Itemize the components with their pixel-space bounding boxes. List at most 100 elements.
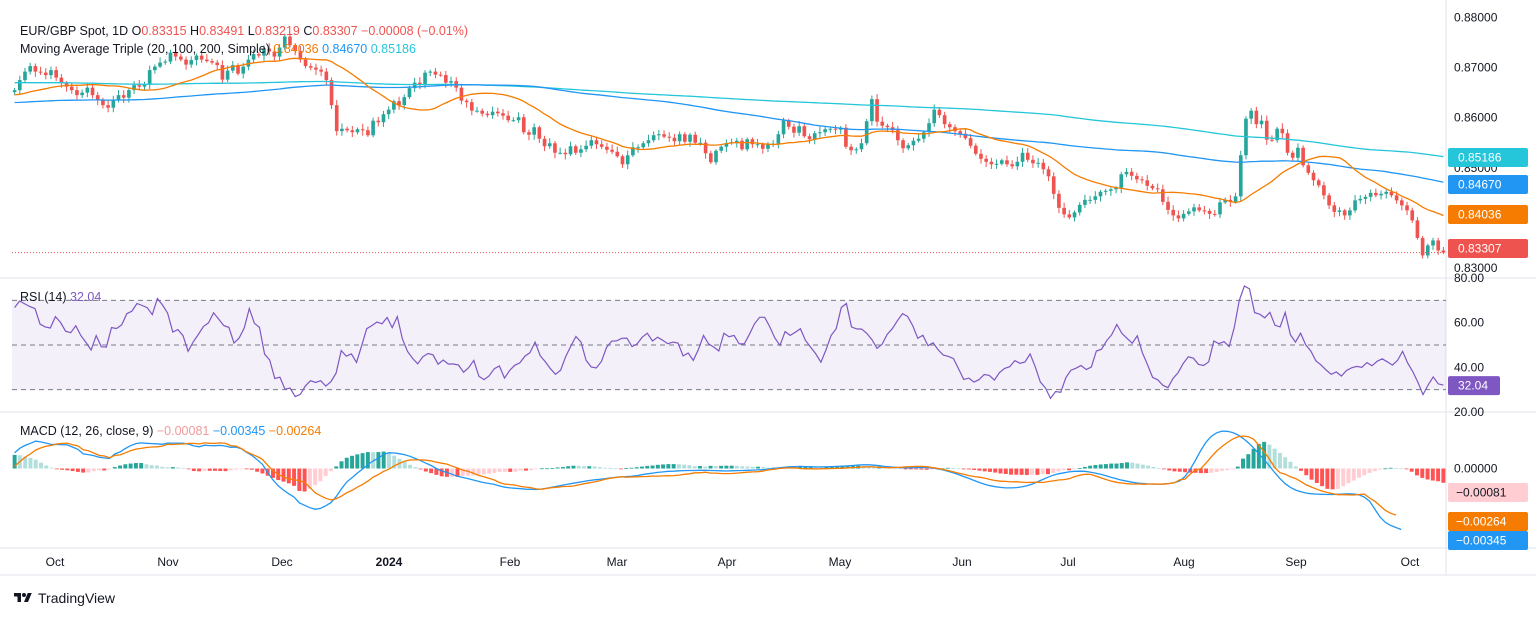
macd-histogram-bar <box>466 468 471 476</box>
macd-histogram-bar <box>571 465 576 469</box>
macd-histogram-bar <box>1230 468 1235 470</box>
candle-body <box>760 144 765 149</box>
macd-histogram-bar <box>1219 468 1224 471</box>
candle-body <box>885 125 890 128</box>
macd-histogram-bar <box>244 468 249 470</box>
candle-body <box>823 129 827 133</box>
candle-body <box>1119 174 1124 188</box>
macd-histogram-bar <box>1204 468 1209 474</box>
macd-legend: MACD (12, 26, close, 9) −0.00081 −0.0034… <box>20 424 321 438</box>
candle-body <box>1072 212 1077 218</box>
rsi-tick-label: 60.00 <box>1454 316 1484 330</box>
candle-body <box>802 126 807 137</box>
macd-histogram-bar <box>671 464 676 469</box>
candle-body <box>1311 172 1316 181</box>
candle-body <box>90 87 95 96</box>
candle-body <box>85 87 90 93</box>
ohlc-value: 0.83219 <box>255 24 304 38</box>
candle-body <box>225 70 230 80</box>
candle-body <box>54 70 58 78</box>
candle-body <box>199 55 204 60</box>
macd-histogram-bar <box>1372 468 1377 472</box>
candle-body <box>942 115 947 125</box>
macd-histogram-bar <box>191 468 196 471</box>
macd-histogram-bar <box>766 467 771 469</box>
candle-body <box>386 109 391 115</box>
tradingview-brand[interactable]: TradingView <box>12 589 115 607</box>
macd-histogram-bar <box>814 466 818 469</box>
macd-histogram-bar <box>128 463 133 469</box>
candle-body <box>402 97 407 106</box>
candle-body <box>880 121 885 126</box>
ohlc-value: 0.83491 <box>199 24 248 38</box>
candle-body <box>194 55 199 61</box>
candle-body <box>350 130 355 133</box>
candle-body <box>745 139 750 150</box>
candle-body <box>158 62 162 67</box>
candle-body <box>828 128 833 130</box>
tradingview-logo-icon <box>14 593 32 602</box>
macd-value-tag-bg <box>1448 531 1528 550</box>
candle-body <box>480 110 485 114</box>
macd-histogram-bar <box>418 468 423 470</box>
macd-histogram-bar <box>234 468 239 470</box>
rsi-value-tag-bg <box>1448 376 1500 396</box>
candle-body <box>1420 237 1425 256</box>
rsi-tick-label: 20.00 <box>1454 405 1484 419</box>
candle-body <box>33 66 38 72</box>
macd-histogram-bar <box>1035 468 1040 475</box>
candle-body <box>1041 162 1046 170</box>
price-pane <box>12 33 1446 259</box>
macd-histogram-bar <box>729 465 734 469</box>
macd-histogram-bar <box>1093 464 1098 469</box>
macd-histogram-bar <box>408 464 413 469</box>
macd-histogram-bar <box>165 467 170 469</box>
macd-histogram-bar <box>1056 468 1061 472</box>
candle-body <box>1249 110 1253 119</box>
candle-body <box>397 101 401 106</box>
macd-histogram-bar <box>60 468 65 470</box>
candle-body <box>1301 147 1305 166</box>
ohlc-key: O <box>132 24 142 38</box>
macd-histogram-bar <box>1151 466 1156 469</box>
candle-body <box>1441 250 1446 253</box>
macd-histogram-bar <box>386 452 391 469</box>
macd-histogram-bar <box>1125 462 1130 469</box>
macd-histogram-bar <box>297 468 302 491</box>
candle-body <box>792 126 796 133</box>
candle-body <box>1415 220 1420 238</box>
candle-body <box>230 65 235 71</box>
macd-histogram-bar <box>1003 468 1008 474</box>
macd-histogram-bar <box>1430 468 1435 481</box>
candle-body <box>1332 205 1337 212</box>
macd-histogram-bar <box>698 466 702 469</box>
macd-pane <box>12 430 1446 531</box>
candle-body <box>298 51 303 60</box>
macd-hist-value: −0.00081 <box>157 424 213 438</box>
candle-body <box>558 152 562 154</box>
macd-histogram-bar <box>655 464 660 469</box>
price-tick-label: 0.83000 <box>1454 261 1498 275</box>
macd-histogram-bar <box>1436 468 1441 482</box>
macd-histogram-bar <box>1335 468 1340 489</box>
time-tick-label: Nov <box>157 555 178 569</box>
candle-body <box>797 126 801 133</box>
macd-histogram-bar <box>993 468 998 473</box>
ma100-value: 0.84670 <box>322 42 371 56</box>
rsi-legend-value: 32.04 <box>70 290 101 304</box>
macd-histogram-bar <box>307 468 312 489</box>
candle-body <box>345 128 349 131</box>
macd-histogram-bar <box>223 468 228 472</box>
candle-body <box>308 66 313 68</box>
change-value: −0.00008 (−0.01%) <box>361 24 468 38</box>
ohlc-value: 0.83307 <box>312 24 361 38</box>
macd-histogram-bar <box>1130 462 1135 469</box>
macd-histogram-bar <box>434 468 439 475</box>
macd-histogram-bar <box>919 468 924 470</box>
macd-histogram-bar <box>582 466 586 469</box>
ohlc-key: C <box>303 24 312 38</box>
candle-body <box>568 146 573 155</box>
candle-body <box>490 111 495 116</box>
macd-histogram-bar <box>149 465 154 469</box>
